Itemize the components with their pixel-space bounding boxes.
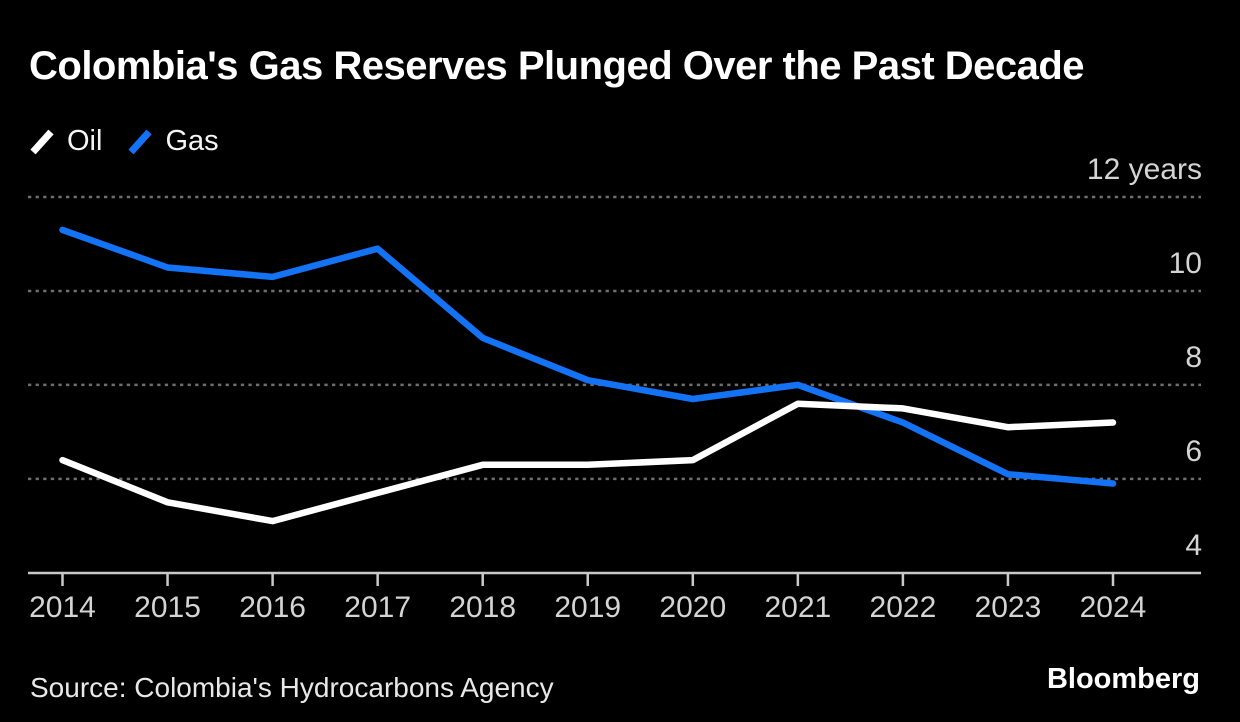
bloomberg-logo: Bloomberg bbox=[1046, 663, 1200, 695]
legend-item-gas: Gas bbox=[128, 125, 219, 157]
chart-title: Colombia's Gas Reserves Plunged Over the… bbox=[29, 44, 1085, 88]
oil-line-swatch-icon bbox=[30, 129, 54, 154]
gas-series-line bbox=[59, 226, 1117, 487]
gas-line-swatch-icon bbox=[128, 129, 153, 154]
oil-series-line bbox=[59, 400, 1117, 525]
legend-label-oil: Oil bbox=[67, 125, 103, 157]
legend: Oil Gas bbox=[30, 127, 219, 156]
source-note: Source: Colombia's Hydrocarbons Agency bbox=[30, 672, 554, 703]
legend-label-gas: Gas bbox=[165, 125, 219, 157]
legend-item-oil: Oil bbox=[30, 127, 102, 156]
